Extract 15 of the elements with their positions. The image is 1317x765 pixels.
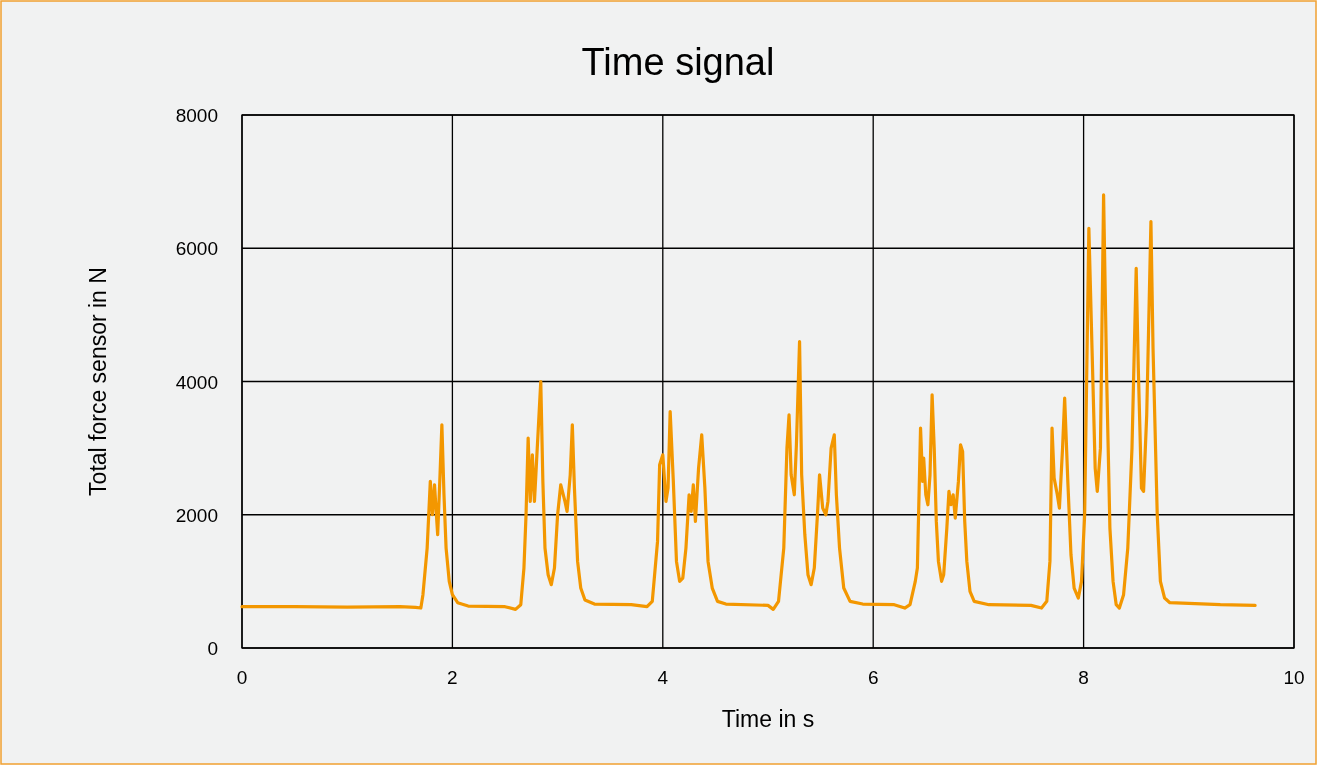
x-tick-label: 10	[1283, 667, 1305, 688]
x-tick-label: 0	[236, 667, 248, 688]
y-tick-label: 4000	[175, 371, 218, 393]
x-tick-label: 8	[1078, 667, 1089, 688]
y-tick-label: 8000	[175, 105, 218, 126]
y-tick-label: 0	[207, 638, 218, 659]
x-axis-title: Time in s	[721, 706, 815, 732]
x-tick-label: 6	[867, 667, 879, 688]
y-tick-label: 2000	[175, 504, 218, 526]
chart-title: Time signal	[581, 41, 775, 83]
y-axis-title: Total force sensor in N	[85, 267, 111, 496]
line-series	[240, 193, 1257, 611]
x-tick-label: 2	[447, 667, 458, 688]
x-tick-label: 4	[657, 667, 669, 688]
y-tick-label: 6000	[175, 238, 218, 260]
